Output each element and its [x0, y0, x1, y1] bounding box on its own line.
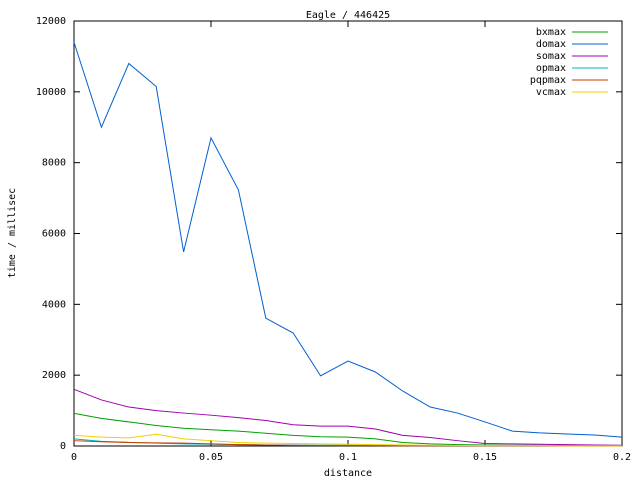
y-tick-label: 12000 [36, 16, 66, 27]
x-tick-label: 0.15 [473, 452, 497, 463]
x-axis-label: distance [324, 468, 372, 479]
y-tick-label: 2000 [42, 370, 66, 381]
x-tick-label: 0.05 [199, 452, 223, 463]
x-tick-label: 0.2 [613, 452, 631, 463]
y-tick-label: 6000 [42, 229, 66, 240]
legend-label: pqpmax [530, 75, 566, 86]
chart-title: Eagle / 446425 [306, 10, 390, 21]
legend-label: somax [536, 51, 566, 62]
line-series [73, 433, 622, 447]
legend-label: domax [536, 39, 566, 50]
y-tick-label: 4000 [42, 299, 66, 310]
x-tick-label: 0 [71, 452, 77, 463]
legend-label: opmax [536, 63, 566, 74]
y-tick-label: 8000 [42, 158, 66, 169]
line-series [73, 42, 623, 438]
y-axis-label: time / millisec [7, 188, 18, 278]
x-tick-label: 0.1 [339, 452, 357, 463]
legend-label: bxmax [536, 27, 566, 38]
y-tick-label: 0 [60, 441, 66, 452]
y-tick-label: 10000 [36, 87, 66, 98]
legend-label: vcmax [536, 87, 566, 98]
line-series [73, 388, 623, 446]
